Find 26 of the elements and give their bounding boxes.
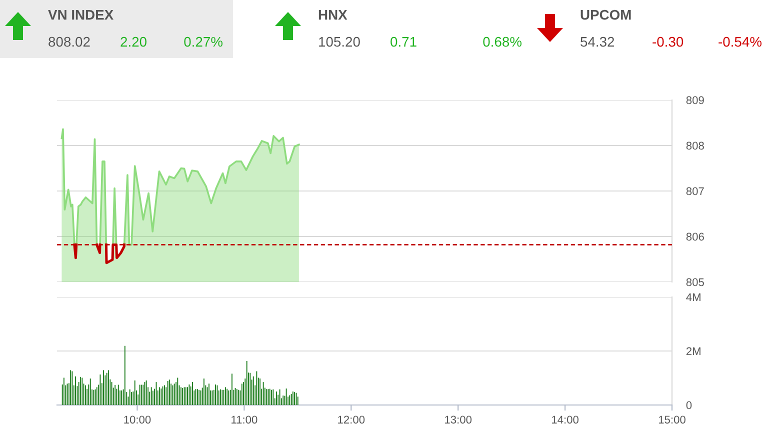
y-tick-label: 805	[686, 278, 704, 286]
text: -0.54%	[718, 36, 762, 47]
text: 105.20	[319, 36, 360, 47]
y-tick-label: 806	[686, 232, 704, 241]
text: 0.27%	[184, 36, 223, 47]
x-tick-label: 10:00	[124, 416, 151, 424]
x-tick-label: 14:00	[552, 416, 579, 424]
y-tick-label: 808	[686, 142, 704, 150]
text: -0.30	[652, 36, 684, 47]
text: 54.32	[580, 36, 614, 47]
text: 0.71	[390, 36, 416, 47]
text: VN INDEX	[48, 10, 114, 20]
text: UPCOM	[580, 10, 631, 20]
x-tick-label: 12:00	[338, 416, 365, 424]
y-tick-label: 2M	[686, 347, 700, 356]
x-tick-label: 15:00	[658, 416, 686, 424]
y-tick-label: 809	[686, 96, 704, 104]
text: 2.20	[120, 36, 146, 47]
text: 0.68%	[483, 36, 522, 47]
x-tick-label: 13:00	[445, 416, 472, 424]
text: HNX	[318, 10, 348, 20]
y-tick-label: 0	[686, 401, 692, 410]
y-tick-label: 807	[686, 187, 704, 196]
x-tick-label: 11:00	[232, 416, 258, 424]
text: 808.02	[48, 36, 90, 47]
y-tick-label: 4M	[686, 293, 700, 302]
